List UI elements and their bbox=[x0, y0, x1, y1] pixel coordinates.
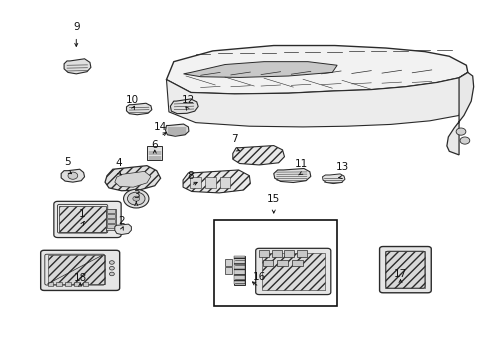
Text: 7: 7 bbox=[231, 134, 238, 144]
Polygon shape bbox=[166, 72, 467, 127]
Bar bbox=[106, 225, 115, 228]
Bar bbox=[233, 256, 245, 285]
Circle shape bbox=[109, 272, 114, 276]
Text: 13: 13 bbox=[335, 162, 348, 172]
Polygon shape bbox=[126, 103, 152, 115]
Text: 17: 17 bbox=[393, 269, 407, 279]
Circle shape bbox=[455, 128, 465, 135]
Bar bbox=[105, 209, 116, 230]
Text: 12: 12 bbox=[182, 95, 195, 105]
Text: 18: 18 bbox=[73, 273, 87, 283]
Bar bbox=[106, 215, 115, 218]
Polygon shape bbox=[322, 174, 344, 184]
Bar bbox=[204, 177, 215, 188]
Bar bbox=[224, 267, 232, 274]
FancyBboxPatch shape bbox=[255, 248, 330, 294]
Polygon shape bbox=[232, 145, 284, 165]
Text: 3: 3 bbox=[133, 190, 139, 200]
Polygon shape bbox=[273, 168, 310, 183]
Bar bbox=[74, 282, 80, 286]
Bar bbox=[147, 146, 162, 160]
Bar bbox=[385, 251, 425, 288]
Bar bbox=[291, 260, 302, 266]
Circle shape bbox=[133, 196, 140, 201]
Bar bbox=[214, 220, 336, 306]
Polygon shape bbox=[61, 169, 84, 182]
Text: 14: 14 bbox=[154, 122, 167, 132]
Bar bbox=[219, 177, 230, 188]
Bar bbox=[261, 253, 325, 290]
Text: 5: 5 bbox=[64, 157, 71, 167]
Circle shape bbox=[459, 137, 469, 144]
Text: 1: 1 bbox=[79, 209, 86, 219]
Bar bbox=[47, 282, 53, 286]
Text: 16: 16 bbox=[252, 272, 265, 282]
Circle shape bbox=[109, 261, 114, 264]
Polygon shape bbox=[115, 171, 151, 187]
Text: 4: 4 bbox=[116, 158, 122, 168]
Text: 10: 10 bbox=[125, 95, 139, 105]
Polygon shape bbox=[183, 170, 250, 193]
Bar bbox=[297, 250, 306, 257]
Bar bbox=[60, 206, 105, 231]
Polygon shape bbox=[166, 45, 467, 94]
Polygon shape bbox=[170, 99, 198, 114]
Text: 2: 2 bbox=[118, 216, 124, 226]
Bar bbox=[262, 260, 273, 266]
Bar bbox=[271, 250, 281, 257]
Bar bbox=[224, 259, 232, 266]
Bar bbox=[106, 210, 115, 213]
Polygon shape bbox=[183, 62, 336, 77]
Text: 8: 8 bbox=[187, 171, 194, 181]
Text: 6: 6 bbox=[151, 140, 158, 149]
Circle shape bbox=[68, 172, 78, 179]
Bar bbox=[82, 282, 88, 286]
Circle shape bbox=[127, 192, 145, 205]
Circle shape bbox=[109, 266, 114, 270]
Bar bbox=[284, 250, 294, 257]
Bar bbox=[106, 220, 115, 223]
Text: 15: 15 bbox=[266, 194, 280, 204]
Bar bbox=[277, 260, 287, 266]
Circle shape bbox=[123, 189, 149, 208]
Polygon shape bbox=[64, 59, 91, 74]
Polygon shape bbox=[115, 224, 131, 234]
Bar bbox=[234, 256, 244, 284]
Text: 11: 11 bbox=[294, 159, 307, 169]
Polygon shape bbox=[446, 72, 473, 155]
Text: 9: 9 bbox=[73, 22, 80, 32]
Bar bbox=[47, 255, 105, 284]
Bar bbox=[190, 177, 201, 188]
FancyBboxPatch shape bbox=[54, 201, 121, 238]
Bar bbox=[56, 282, 62, 286]
Polygon shape bbox=[165, 124, 188, 136]
FancyBboxPatch shape bbox=[41, 250, 120, 291]
Bar bbox=[65, 282, 71, 286]
FancyBboxPatch shape bbox=[379, 247, 430, 293]
Polygon shape bbox=[105, 166, 160, 191]
Bar bbox=[259, 250, 268, 257]
